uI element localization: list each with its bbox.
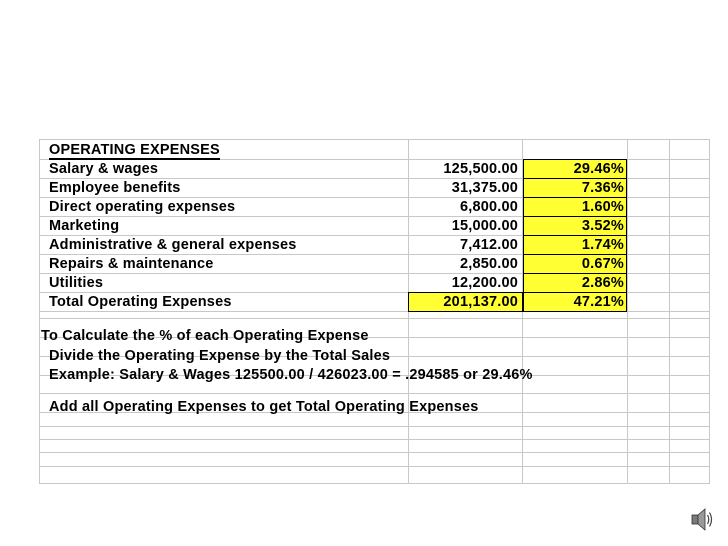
section-heading: OPERATING EXPENSES — [49, 142, 220, 160]
grid-line — [40, 235, 710, 236]
total-amount: 201,137.00 — [408, 292, 523, 312]
grid-line — [40, 216, 710, 217]
total-label: Total Operating Expenses — [49, 294, 232, 310]
row-percent: 29.46% — [523, 159, 627, 179]
row-label: Marketing — [49, 218, 120, 234]
grid-line — [40, 292, 710, 293]
row-amount: 7,412.00 — [459, 237, 518, 253]
grid-line — [40, 273, 710, 274]
row-percent: 2.86% — [523, 273, 627, 293]
row-amount: 2,850.00 — [459, 256, 518, 272]
row-label: Employee benefits — [49, 180, 181, 196]
grid-line — [40, 483, 710, 484]
spreadsheet-grid: OPERATING EXPENSES Salary & wages 125,50… — [39, 139, 710, 484]
grid-line — [40, 356, 710, 357]
grid-line — [40, 393, 710, 394]
grid-line — [40, 439, 710, 440]
row-label: Utilities — [49, 275, 104, 291]
note-line: Add all Operating Expenses to get Total … — [49, 399, 479, 415]
grid-line — [40, 426, 710, 427]
row-label: Direct operating expenses — [49, 199, 236, 215]
grid-line — [627, 140, 628, 484]
row-label: Repairs & maintenance — [49, 256, 214, 272]
grid-line — [40, 159, 710, 160]
row-amount: 15,000.00 — [451, 218, 518, 234]
row-amount: 12,200.00 — [451, 275, 518, 291]
note-title: To Calculate the % of each Operating Exp… — [41, 328, 369, 344]
grid-line — [408, 140, 409, 484]
grid-line — [40, 337, 710, 338]
grid-line — [522, 140, 523, 484]
row-amount: 6,800.00 — [459, 199, 518, 215]
row-percent: 3.52% — [523, 216, 627, 236]
note-line: Example: Salary & Wages 125500.00 / 4260… — [49, 367, 533, 383]
row-percent: 1.74% — [523, 235, 627, 255]
row-percent: 0.67% — [523, 254, 627, 274]
grid-line — [40, 318, 710, 319]
row-percent: 7.36% — [523, 178, 627, 198]
note-line: Divide the Operating Expense by the Tota… — [49, 348, 391, 364]
grid-line — [40, 197, 710, 198]
grid-line — [40, 254, 710, 255]
row-percent: 1.60% — [523, 197, 627, 217]
grid-line — [40, 412, 710, 413]
grid-line — [40, 375, 710, 376]
grid-line — [40, 311, 710, 312]
grid-line — [669, 140, 670, 484]
row-amount: 31,375.00 — [451, 180, 518, 196]
speaker-icon[interactable] — [690, 505, 714, 533]
grid-line — [40, 466, 710, 467]
row-label: Salary & wages — [49, 161, 159, 177]
grid-line — [709, 140, 710, 484]
grid-line — [40, 178, 710, 179]
row-amount: 125,500.00 — [443, 161, 518, 177]
row-label: Administrative & general expenses — [49, 237, 297, 253]
total-percent: 47.21% — [523, 292, 627, 312]
grid-line — [40, 452, 710, 453]
